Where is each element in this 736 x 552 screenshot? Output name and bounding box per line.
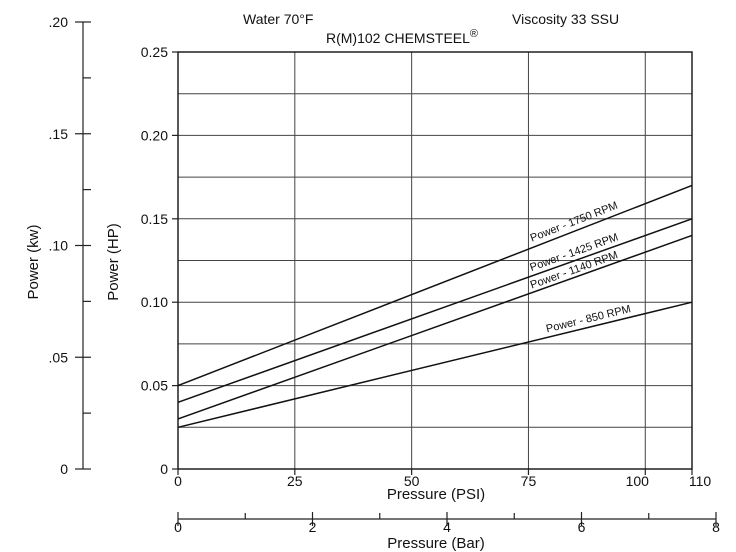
secondary-y-tick-label: 0: [60, 461, 68, 477]
x-tick-label: 110: [689, 473, 712, 489]
secondary-y-axis: 0 .05 .10 .15 .20: [49, 14, 91, 477]
chart-viscosity-text: Viscosity 33 SSU: [512, 11, 619, 27]
x-tick-label: 0: [174, 473, 182, 489]
y-tick-label: 0.10: [141, 294, 168, 310]
secondary-y-axis-label: Power (kw): [25, 224, 42, 299]
x-axis-label: Pressure (PSI): [387, 486, 485, 503]
x-tick-label: 75: [521, 473, 537, 489]
y-axis-label: Power (HP): [105, 223, 122, 301]
secondary-x-tick-label: 2: [309, 519, 317, 535]
chart-model-text: R(M)102 CHEMSTEEL: [326, 30, 470, 46]
plot-frame: [177, 51, 693, 470]
primary-y-axis: 0 0.05 0.10 0.15 0.20 0.25: [141, 44, 178, 477]
secondary-x-axis-label: Pressure (Bar): [387, 535, 485, 552]
secondary-y-tick-label: .15: [49, 126, 69, 142]
secondary-x-tick-label: 6: [578, 519, 586, 535]
series-line: [177, 184, 693, 387]
series-line: [177, 301, 693, 429]
y-tick-label: 0.15: [141, 211, 168, 227]
secondary-y-tick-label: .10: [49, 238, 69, 254]
secondary-y-tick-label: .05: [49, 349, 69, 365]
series-line: [177, 234, 693, 420]
x-tick-label: 50: [404, 473, 420, 489]
y-tick-label: 0.20: [141, 127, 168, 143]
secondary-y-tick-label: .20: [49, 14, 69, 30]
secondary-x-axis: 0 2 4 6 8: [174, 512, 720, 535]
primary-x-axis: 0 25 50 75 100 110: [174, 469, 711, 489]
x-tick-label: 100: [626, 473, 650, 489]
series-lines: [177, 184, 693, 429]
y-tick-label: 0.05: [141, 378, 168, 394]
chart-model-title: R(M)102 CHEMSTEEL®: [326, 28, 478, 46]
series-line: [177, 218, 693, 403]
y-tick-label: 0: [160, 461, 168, 477]
y-tick-label: 0.25: [141, 44, 168, 60]
chart-model-mark: ®: [470, 28, 478, 40]
secondary-x-tick-label: 8: [712, 519, 720, 535]
chart-condition-text: Water 70°F: [243, 11, 313, 27]
plot-border: [177, 51, 693, 470]
x-tick-label: 25: [287, 473, 303, 489]
secondary-x-tick-label: 0: [174, 519, 182, 535]
secondary-x-tick-label: 4: [443, 519, 451, 535]
